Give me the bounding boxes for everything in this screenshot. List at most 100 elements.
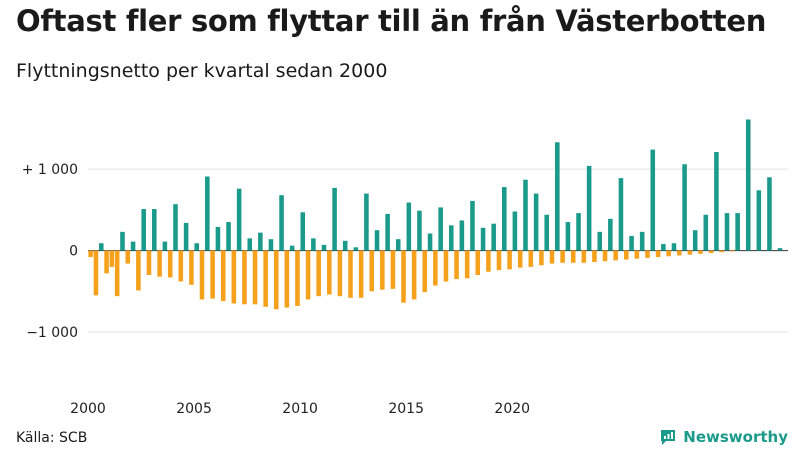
bar xyxy=(146,250,152,275)
bar xyxy=(507,250,512,270)
bar xyxy=(427,233,433,251)
bar xyxy=(342,240,348,251)
bar xyxy=(613,250,618,261)
y-axis-ticks: + 1 000 0 −1 000 xyxy=(22,162,78,341)
bar xyxy=(586,165,592,251)
bar xyxy=(714,152,719,251)
bar xyxy=(321,244,327,251)
bar xyxy=(210,250,215,299)
bar xyxy=(220,250,226,302)
bar xyxy=(189,250,194,285)
bar xyxy=(157,250,162,277)
bar xyxy=(639,231,645,251)
bar xyxy=(417,210,422,251)
bar xyxy=(327,250,332,295)
bar xyxy=(125,250,131,264)
bar xyxy=(687,250,693,255)
bar xyxy=(528,250,534,267)
bar-chart: + 1 000 0 −1 000 2000 2005 2010 2015 2020 xyxy=(22,119,788,417)
bar xyxy=(279,195,284,251)
bar xyxy=(152,209,157,251)
source-note: Källa: SCB xyxy=(16,430,88,446)
bar xyxy=(502,187,507,251)
bar xyxy=(459,220,465,251)
bar xyxy=(650,149,656,251)
bar xyxy=(353,247,359,251)
bar xyxy=(730,250,735,252)
bar xyxy=(93,250,99,296)
bar xyxy=(464,250,470,279)
bar xyxy=(337,250,343,297)
bar xyxy=(645,250,650,258)
bar xyxy=(380,250,385,290)
bar xyxy=(549,250,555,264)
bar xyxy=(703,214,709,251)
grid-lines xyxy=(88,168,788,333)
chart-title: Oftast fler som flyttar till än från Väs… xyxy=(16,4,767,38)
brand-name: Newsworthy xyxy=(683,428,788,446)
bar xyxy=(406,202,412,251)
x-tick-label: 2015 xyxy=(388,401,424,417)
brand-logo: Newsworthy xyxy=(659,424,788,450)
bar xyxy=(486,250,491,272)
bar xyxy=(332,187,337,251)
bar xyxy=(300,212,306,251)
bar xyxy=(98,243,104,251)
bars xyxy=(88,119,783,310)
x-axis-ticks: 2000 2005 2010 2015 2020 xyxy=(70,401,530,417)
bar xyxy=(496,250,502,271)
bar xyxy=(777,248,783,251)
y-tick-label: −1 000 xyxy=(26,325,78,341)
bar xyxy=(183,222,189,251)
chart-subtitle: Flyttningsnetto per kvartal sedan 2000 xyxy=(16,60,388,82)
bar xyxy=(618,178,624,251)
bar xyxy=(109,250,115,267)
bar xyxy=(141,209,146,251)
bar xyxy=(677,250,682,256)
bar xyxy=(666,250,671,257)
bar xyxy=(724,213,730,251)
bar xyxy=(560,250,565,263)
bar xyxy=(438,207,443,251)
bar xyxy=(263,250,268,307)
bar xyxy=(608,218,613,251)
bar xyxy=(311,238,316,251)
bar xyxy=(623,250,629,260)
bar xyxy=(443,250,449,282)
bar xyxy=(215,226,221,251)
bar xyxy=(491,223,496,251)
bar xyxy=(719,250,724,253)
bar xyxy=(523,179,528,251)
bar xyxy=(735,213,740,251)
bar xyxy=(565,222,571,251)
bar xyxy=(634,250,640,259)
x-tick-label: 2010 xyxy=(282,401,318,417)
bar xyxy=(247,238,253,251)
bar xyxy=(671,243,677,251)
bar xyxy=(364,193,369,251)
bar xyxy=(581,250,587,263)
bar xyxy=(358,250,364,298)
bar xyxy=(167,250,173,278)
x-tick-label: 2000 xyxy=(70,401,106,417)
bar xyxy=(433,250,438,286)
bar xyxy=(385,213,390,251)
bar xyxy=(273,250,279,310)
bar xyxy=(576,213,581,251)
bar xyxy=(539,250,544,266)
bar xyxy=(236,188,242,251)
bar xyxy=(104,250,109,274)
bar xyxy=(252,250,258,305)
bar xyxy=(316,250,321,297)
y-tick-label: + 1 000 xyxy=(22,162,78,178)
bar xyxy=(194,243,199,251)
bar xyxy=(88,250,93,258)
bar xyxy=(756,190,762,251)
bar xyxy=(284,250,290,308)
bar xyxy=(555,142,560,251)
bar xyxy=(374,230,380,251)
bar xyxy=(682,164,687,251)
bar xyxy=(258,232,263,251)
bar xyxy=(661,244,666,251)
bar xyxy=(401,250,406,303)
